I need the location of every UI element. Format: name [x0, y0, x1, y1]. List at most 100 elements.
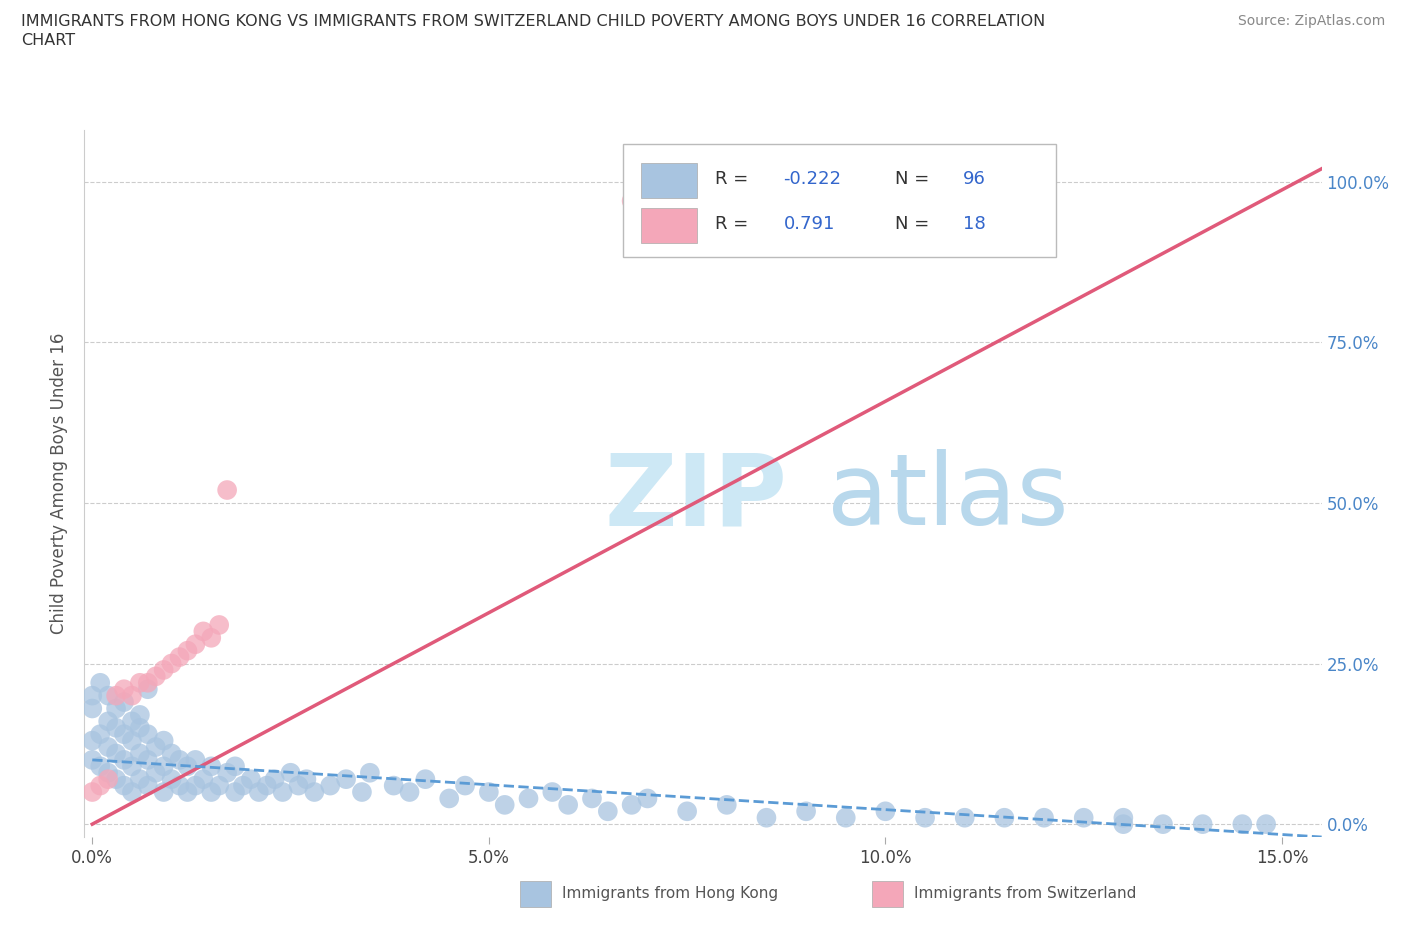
FancyBboxPatch shape [641, 208, 697, 244]
Point [136, 726, 159, 741]
Point [97, 688, 120, 703]
Point [184, 778, 207, 793]
Text: 0.791: 0.791 [783, 216, 835, 233]
Point [541, 785, 564, 800]
Point [271, 785, 294, 800]
Point [200, 785, 222, 800]
Point [160, 772, 183, 787]
Point [224, 759, 246, 774]
Point [620, 797, 643, 812]
Point [875, 804, 897, 818]
Point [152, 785, 174, 800]
Point [914, 810, 936, 825]
Point [637, 791, 659, 806]
Point [97, 739, 120, 754]
Point [128, 708, 150, 723]
Point [152, 759, 174, 774]
Point [121, 714, 143, 729]
Point [160, 656, 183, 671]
Point [152, 733, 174, 748]
Point [97, 765, 120, 780]
Point [160, 746, 183, 761]
Point [755, 810, 778, 825]
Point [89, 675, 111, 690]
Point [280, 765, 302, 780]
Point [596, 804, 619, 818]
Text: R =: R = [716, 170, 755, 188]
Point [256, 778, 278, 793]
Point [176, 759, 198, 774]
Point [557, 797, 579, 812]
Point [359, 765, 381, 780]
Point [136, 778, 159, 793]
Text: -0.222: -0.222 [783, 170, 841, 188]
Point [1073, 810, 1095, 825]
FancyBboxPatch shape [641, 163, 697, 198]
Point [620, 193, 643, 208]
Point [112, 778, 135, 793]
Point [82, 752, 104, 767]
Point [1112, 810, 1135, 825]
Point [350, 785, 373, 800]
Point [152, 662, 174, 677]
Text: CHART: CHART [21, 33, 75, 47]
Point [89, 726, 111, 741]
Point [200, 631, 222, 645]
Point [224, 785, 246, 800]
Point [239, 772, 262, 787]
Point [454, 778, 477, 793]
Point [1256, 817, 1278, 831]
FancyBboxPatch shape [623, 144, 1056, 258]
Point [478, 785, 501, 800]
Point [193, 624, 215, 639]
Point [581, 791, 603, 806]
Text: N =: N = [894, 170, 935, 188]
Point [105, 772, 128, 787]
Point [82, 733, 104, 748]
Point [176, 785, 198, 800]
Point [89, 759, 111, 774]
Text: ZIP: ZIP [605, 449, 787, 546]
Point [128, 721, 150, 736]
Point [993, 810, 1015, 825]
Text: Immigrants from Switzerland: Immigrants from Switzerland [914, 886, 1136, 901]
Text: Source: ZipAtlas.com: Source: ZipAtlas.com [1237, 14, 1385, 28]
Point [169, 752, 191, 767]
Point [128, 772, 150, 787]
Point [112, 682, 135, 697]
Point [415, 772, 437, 787]
Point [97, 714, 120, 729]
Point [335, 772, 357, 787]
Point [287, 778, 309, 793]
Point [304, 785, 326, 800]
Point [517, 791, 540, 806]
Point [105, 746, 128, 761]
Point [121, 759, 143, 774]
Point [319, 778, 342, 793]
Point [200, 759, 222, 774]
Point [169, 778, 191, 793]
Point [247, 785, 270, 800]
Point [208, 778, 231, 793]
Point [121, 688, 143, 703]
Point [1033, 810, 1056, 825]
Point [112, 695, 135, 710]
Point [794, 804, 817, 818]
Point [263, 772, 285, 787]
Text: 18: 18 [963, 216, 986, 233]
Point [145, 765, 167, 780]
Point [112, 726, 135, 741]
Point [437, 791, 460, 806]
Point [382, 778, 405, 793]
Point [136, 752, 159, 767]
Point [1152, 817, 1174, 831]
Point [136, 682, 159, 697]
Text: N =: N = [894, 216, 935, 233]
Point [82, 688, 104, 703]
Point [105, 721, 128, 736]
Point [145, 669, 167, 684]
Point [295, 772, 318, 787]
Point [835, 810, 858, 825]
Point [184, 637, 207, 652]
Point [208, 618, 231, 632]
